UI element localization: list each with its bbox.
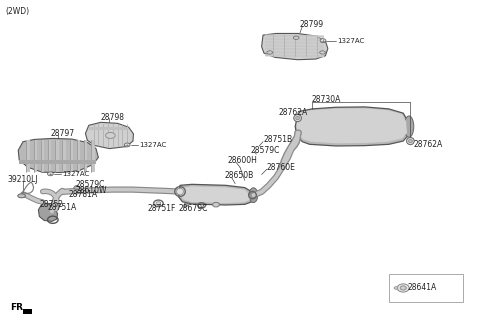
Polygon shape xyxy=(84,140,87,172)
Ellipse shape xyxy=(404,116,414,137)
Polygon shape xyxy=(265,48,324,51)
Polygon shape xyxy=(41,140,44,172)
Polygon shape xyxy=(295,107,409,146)
Ellipse shape xyxy=(408,139,412,143)
Text: 28760E: 28760E xyxy=(266,163,295,172)
Text: 39210LJ: 39210LJ xyxy=(7,175,38,184)
Polygon shape xyxy=(38,203,58,221)
Text: 28797: 28797 xyxy=(50,129,74,138)
Polygon shape xyxy=(26,140,30,172)
Text: 28751F: 28751F xyxy=(147,204,176,213)
Polygon shape xyxy=(91,140,95,172)
Polygon shape xyxy=(265,54,324,57)
Polygon shape xyxy=(19,160,96,164)
Text: 28751B: 28751B xyxy=(263,135,292,144)
Ellipse shape xyxy=(213,202,219,207)
Polygon shape xyxy=(265,38,324,41)
Ellipse shape xyxy=(177,188,183,195)
Polygon shape xyxy=(62,140,66,172)
Ellipse shape xyxy=(48,172,53,176)
Polygon shape xyxy=(85,122,133,149)
Polygon shape xyxy=(179,184,253,205)
Text: 28762A: 28762A xyxy=(278,108,308,117)
Ellipse shape xyxy=(296,116,300,120)
Text: 1327AC: 1327AC xyxy=(337,38,365,44)
Text: FR: FR xyxy=(11,303,24,312)
Ellipse shape xyxy=(106,133,115,138)
Ellipse shape xyxy=(397,284,409,292)
Polygon shape xyxy=(34,140,37,172)
Text: 28579C: 28579C xyxy=(75,180,105,190)
Text: (2WD): (2WD) xyxy=(6,7,30,16)
Polygon shape xyxy=(89,127,128,130)
Ellipse shape xyxy=(75,187,78,189)
Text: 28781A: 28781A xyxy=(68,190,97,199)
Ellipse shape xyxy=(294,114,301,122)
Ellipse shape xyxy=(124,143,130,147)
Ellipse shape xyxy=(184,203,188,206)
Text: 28679C: 28679C xyxy=(178,204,207,213)
Ellipse shape xyxy=(394,287,398,289)
Ellipse shape xyxy=(407,137,414,145)
Polygon shape xyxy=(262,33,328,60)
Ellipse shape xyxy=(400,286,406,290)
Polygon shape xyxy=(18,138,98,173)
Text: 28610W: 28610W xyxy=(76,186,108,195)
Polygon shape xyxy=(70,140,73,172)
Bar xyxy=(389,274,463,302)
Text: 28752: 28752 xyxy=(39,199,63,209)
Text: 28762A: 28762A xyxy=(414,140,443,150)
Ellipse shape xyxy=(293,36,299,39)
Text: 28641A: 28641A xyxy=(407,283,436,293)
Text: 28751A: 28751A xyxy=(47,203,76,212)
Polygon shape xyxy=(48,140,51,172)
Text: 28579C: 28579C xyxy=(251,146,280,155)
Ellipse shape xyxy=(18,194,25,198)
Ellipse shape xyxy=(320,39,326,43)
Polygon shape xyxy=(297,108,407,143)
Polygon shape xyxy=(180,186,250,203)
Text: 28650B: 28650B xyxy=(225,171,254,180)
Text: 1327AC: 1327AC xyxy=(62,171,90,177)
Polygon shape xyxy=(265,34,324,38)
Ellipse shape xyxy=(267,51,273,54)
Polygon shape xyxy=(265,51,324,54)
Bar xyxy=(23,309,32,314)
Ellipse shape xyxy=(74,186,80,190)
Polygon shape xyxy=(77,140,80,172)
Text: 28730A: 28730A xyxy=(312,94,341,104)
Ellipse shape xyxy=(156,202,161,205)
Text: 1327AC: 1327AC xyxy=(139,142,167,148)
Polygon shape xyxy=(265,41,324,44)
Ellipse shape xyxy=(320,51,325,54)
Polygon shape xyxy=(55,140,59,172)
Ellipse shape xyxy=(249,188,258,202)
Text: 28798: 28798 xyxy=(101,113,125,122)
Text: 28600H: 28600H xyxy=(227,156,257,165)
Text: 28799: 28799 xyxy=(300,20,324,29)
Polygon shape xyxy=(265,44,324,48)
